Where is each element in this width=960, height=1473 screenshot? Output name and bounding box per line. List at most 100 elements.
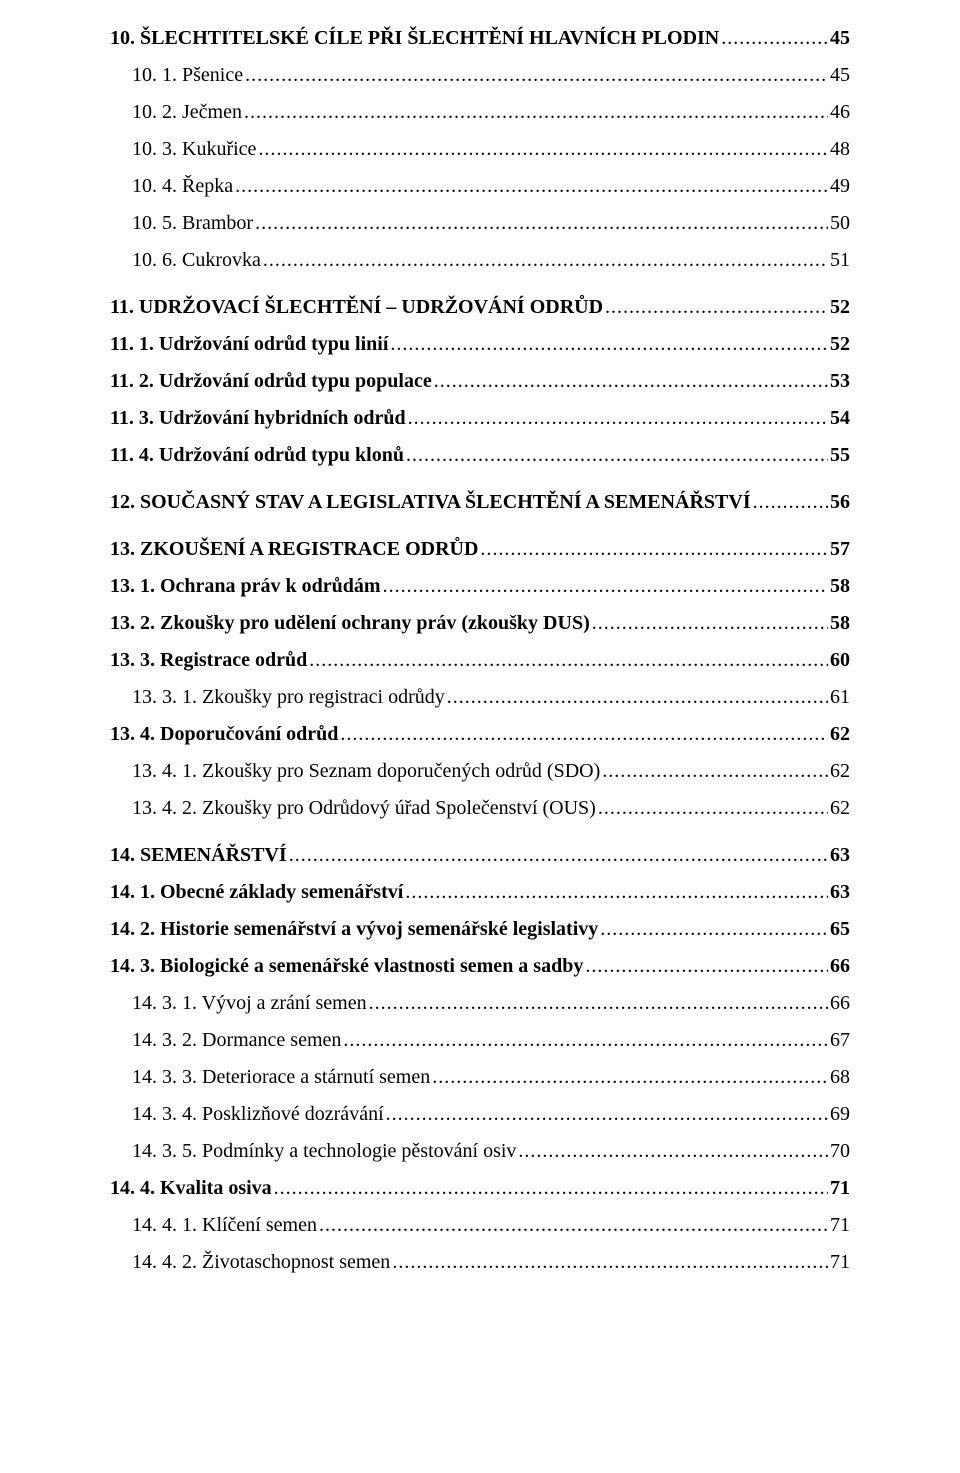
toc-entry: 14. 2. Historie semenářství a vývoj seme… xyxy=(110,911,850,948)
toc-entry-label: 11. 2. Udržování odrůd typu populace xyxy=(110,370,432,393)
toc-entry: 13. 3. 1. Zkoušky pro registraci odrůdy6… xyxy=(110,679,850,716)
toc-entry: 12. SOUČASNÝ STAV A LEGISLATIVA ŠLECHTĚN… xyxy=(110,484,850,521)
toc-leader xyxy=(753,491,828,514)
toc-leader xyxy=(319,1214,828,1237)
toc-entry-page: 54 xyxy=(830,407,850,430)
toc-entry-label: 10. 5. Brambor xyxy=(132,212,253,235)
toc-entry: 14. 4. Kvalita osiva 71 xyxy=(110,1170,850,1207)
toc-entry-label: 14. 3. Biologické a semenářské vlastnost… xyxy=(110,955,583,978)
toc-leader xyxy=(406,444,828,467)
toc-entry: 14. 3. 1. Vývoj a zrání semen 66 xyxy=(110,985,850,1022)
toc-entry-label: 13. 2. Zkoušky pro udělení ochrany práv … xyxy=(110,612,590,635)
toc-entry-page: 49 xyxy=(830,175,850,198)
toc-entry-label: 14. 3. 1. Vývoj a zrání semen xyxy=(132,992,367,1015)
toc-entry-label: 14. 3. 2. Dormance semen xyxy=(132,1029,341,1052)
toc-entry-label: 10. 4. Řepka xyxy=(132,175,233,198)
toc-entry-page: 71 xyxy=(830,1177,850,1200)
toc-entry: 14. 1. Obecné základy semenářství 63 xyxy=(110,874,850,911)
toc-leader xyxy=(447,686,828,709)
toc-entry-page: 52 xyxy=(830,333,850,356)
toc-entry: 10. 4. Řepka 49 xyxy=(110,168,850,205)
toc-leader xyxy=(518,1140,828,1163)
toc-leader xyxy=(390,333,828,356)
toc-entry-label: 14. 3. 5. Podmínky a technologie pěstová… xyxy=(132,1140,516,1163)
toc-entry-label: 14. 4. 2. Životaschopnost semen xyxy=(132,1251,390,1274)
toc-leader xyxy=(602,760,828,783)
toc-entry-page: 65 xyxy=(830,918,850,941)
toc-entry-page: 58 xyxy=(830,612,850,635)
toc-leader xyxy=(600,918,828,941)
toc-entry-page: 62 xyxy=(830,723,850,746)
toc-leader xyxy=(289,844,828,867)
toc-entry-label: 13. 3. Registrace odrůd xyxy=(110,649,307,672)
toc-entry-page: 71 xyxy=(830,1251,850,1274)
toc-entry-page: 58 xyxy=(830,575,850,598)
toc-entry-label: 11. 3. Udržování hybridních odrůd xyxy=(110,407,406,430)
toc-entry-page: 69 xyxy=(830,1103,850,1126)
toc-entry-label: 13. ZKOUŠENÍ A REGISTRACE ODRŮD xyxy=(110,538,478,561)
toc-entry-label: 13. 1. Ochrana práv k odrůdám xyxy=(110,575,381,598)
toc-entry-label: 13. 4. 1. Zkoušky pro Seznam doporučenýc… xyxy=(132,760,600,783)
toc-entry-label: 14. 1. Obecné základy semenářství xyxy=(110,881,403,904)
toc-entry: 10. 3. Kukuřice48 xyxy=(110,131,850,168)
toc-entry: 14. 3. 4. Posklizňové dozrávání 69 xyxy=(110,1096,850,1133)
toc-entry-page: 66 xyxy=(830,992,850,1015)
toc-entry: 13. 4. 1. Zkoušky pro Seznam doporučenýc… xyxy=(110,753,850,790)
toc-entry-label: 12. SOUČASNÝ STAV A LEGISLATIVA ŠLECHTĚN… xyxy=(110,491,751,514)
toc-entry: 11. UDRŽOVACÍ ŠLECHTĚNÍ – UDRŽOVÁNÍ ODRŮ… xyxy=(110,289,850,326)
toc-entry: 13. 3. Registrace odrůd60 xyxy=(110,642,850,679)
toc-entry: 14. 4. 1. Klíčení semen 71 xyxy=(110,1207,850,1244)
toc-entry: 10. 5. Brambor50 xyxy=(110,205,850,242)
toc-entry-label: 14. 4. 1. Klíčení semen xyxy=(132,1214,317,1237)
toc-entry-label: 13. 4. 2. Zkoušky pro Odrůdový úřad Spol… xyxy=(132,797,596,820)
toc-entry: 11. 2. Udržování odrůd typu populace 53 xyxy=(110,363,850,400)
toc-leader xyxy=(605,296,828,319)
toc-leader xyxy=(244,101,828,124)
toc-entry: 10. 2. Ječmen46 xyxy=(110,94,850,131)
toc-leader xyxy=(434,370,828,393)
toc-entry-page: 67 xyxy=(830,1029,850,1052)
toc-entry-page: 53 xyxy=(830,370,850,393)
toc-leader xyxy=(585,955,828,978)
toc-entry: 13. 4. 2. Zkoušky pro Odrůdový úřad Spol… xyxy=(110,790,850,827)
toc-leader xyxy=(480,538,828,561)
toc-entry-label: 14. SEMENÁŘSTVÍ xyxy=(110,844,287,867)
toc-leader xyxy=(721,27,828,50)
toc-leader xyxy=(309,649,828,672)
toc-entry-page: 70 xyxy=(830,1140,850,1163)
toc-entry-label: 11. UDRŽOVACÍ ŠLECHTĚNÍ – UDRŽOVÁNÍ ODRŮ… xyxy=(110,296,603,319)
toc-entry-label: 14. 3. 4. Posklizňové dozrávání xyxy=(132,1103,384,1126)
toc-entry-page: 48 xyxy=(830,138,850,161)
toc-entry-label: 13. 3. 1. Zkoušky pro registraci odrůdy xyxy=(132,686,445,709)
toc-entry: 11. 4. Udržování odrůd typu klonů55 xyxy=(110,437,850,474)
toc-leader xyxy=(235,175,828,198)
toc-entry: 10. 1. Pšenice45 xyxy=(110,57,850,94)
toc-entry-page: 66 xyxy=(830,955,850,978)
toc-entry: 11. 3. Udržování hybridních odrůd 54 xyxy=(110,400,850,437)
toc-entry: 14. 3. 3. Deteriorace a stárnutí semen 68 xyxy=(110,1059,850,1096)
toc-entry-page: 63 xyxy=(830,844,850,867)
toc-entry-page: 62 xyxy=(830,760,850,783)
toc-entry-label: 13. 4. Doporučování odrůd xyxy=(110,723,338,746)
toc-leader xyxy=(343,1029,828,1052)
toc-entry-label: 14. 3. 3. Deteriorace a stárnutí semen xyxy=(132,1066,430,1089)
toc-entry: 13. 1. Ochrana práv k odrůdám 58 xyxy=(110,568,850,605)
toc-entry-page: 68 xyxy=(830,1066,850,1089)
toc-entry-page: 71 xyxy=(830,1214,850,1237)
toc-entry-page: 62 xyxy=(830,797,850,820)
toc-entry-page: 51 xyxy=(830,249,850,272)
toc-entry: 13. 4. Doporučování odrůd 62 xyxy=(110,716,850,753)
toc-entry-page: 55 xyxy=(830,444,850,467)
toc-leader xyxy=(340,723,828,746)
toc-leader xyxy=(386,1103,828,1126)
toc-entry-page: 56 xyxy=(830,491,850,514)
toc-leader xyxy=(369,992,828,1015)
toc-entry-label: 10. ŠLECHTITELSKÉ CÍLE PŘI ŠLECHTĚNÍ HLA… xyxy=(110,27,719,50)
toc-entry-label: 10. 6. Cukrovka xyxy=(132,249,261,272)
toc-entry-label: 14. 2. Historie semenářství a vývoj seme… xyxy=(110,918,598,941)
toc-entry: 14. 3. 2. Dormance semen 67 xyxy=(110,1022,850,1059)
toc-entry-page: 63 xyxy=(830,881,850,904)
toc-entry-label: 14. 4. Kvalita osiva xyxy=(110,1177,272,1200)
toc-entry: 13. 2. Zkoušky pro udělení ochrany práv … xyxy=(110,605,850,642)
toc-entry: 14. 4. 2. Životaschopnost semen 71 xyxy=(110,1244,850,1281)
